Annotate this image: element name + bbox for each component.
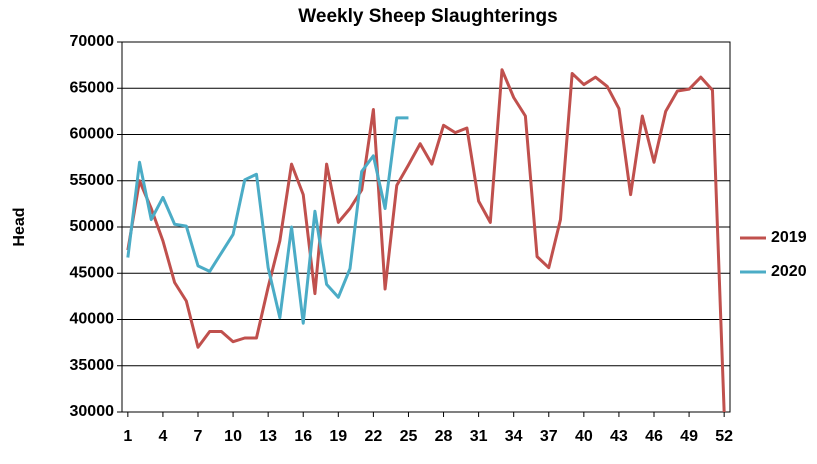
y-tick-label: 50000 <box>70 218 115 235</box>
x-tick-label: 13 <box>259 428 277 445</box>
y-tick-label: 35000 <box>70 357 115 374</box>
x-tick-label: 1 <box>123 428 132 445</box>
plot-area <box>121 41 731 413</box>
x-tick-label: 46 <box>645 428 663 445</box>
x-tick-label: 10 <box>224 428 242 445</box>
chart-title: Weekly Sheep Slaughterings <box>298 6 557 27</box>
y-tick-label: 60000 <box>70 126 115 143</box>
y-tick-label: 70000 <box>70 33 115 50</box>
y-tick-label: 40000 <box>70 311 115 328</box>
y-tick-label: 55000 <box>70 172 115 189</box>
legend-label: 2019 <box>771 229 807 246</box>
x-tick-label: 37 <box>540 428 558 445</box>
y-tick-label: 30000 <box>70 403 115 420</box>
x-tick-label: 22 <box>364 428 382 445</box>
x-tick-label: 7 <box>194 428 203 445</box>
y-tick-label: 65000 <box>70 79 115 96</box>
x-tick-label: 28 <box>435 428 453 445</box>
x-tick-label: 34 <box>505 428 523 445</box>
series-line <box>126 68 726 413</box>
x-tick-label: 49 <box>680 428 698 445</box>
x-tick-label: 40 <box>575 428 593 445</box>
series-line <box>126 116 409 325</box>
x-tick-label: 16 <box>294 428 312 445</box>
x-tick-label: 52 <box>715 428 733 445</box>
x-tick-label: 43 <box>610 428 628 445</box>
legend-label: 2020 <box>771 263 807 280</box>
y-axis-label: Head <box>11 207 28 246</box>
x-tick-label: 19 <box>329 428 347 445</box>
x-tick-label: 4 <box>158 428 167 445</box>
x-tick-label: 31 <box>470 428 488 445</box>
y-tick-label: 45000 <box>70 264 115 281</box>
x-tick-label: 25 <box>400 428 418 445</box>
